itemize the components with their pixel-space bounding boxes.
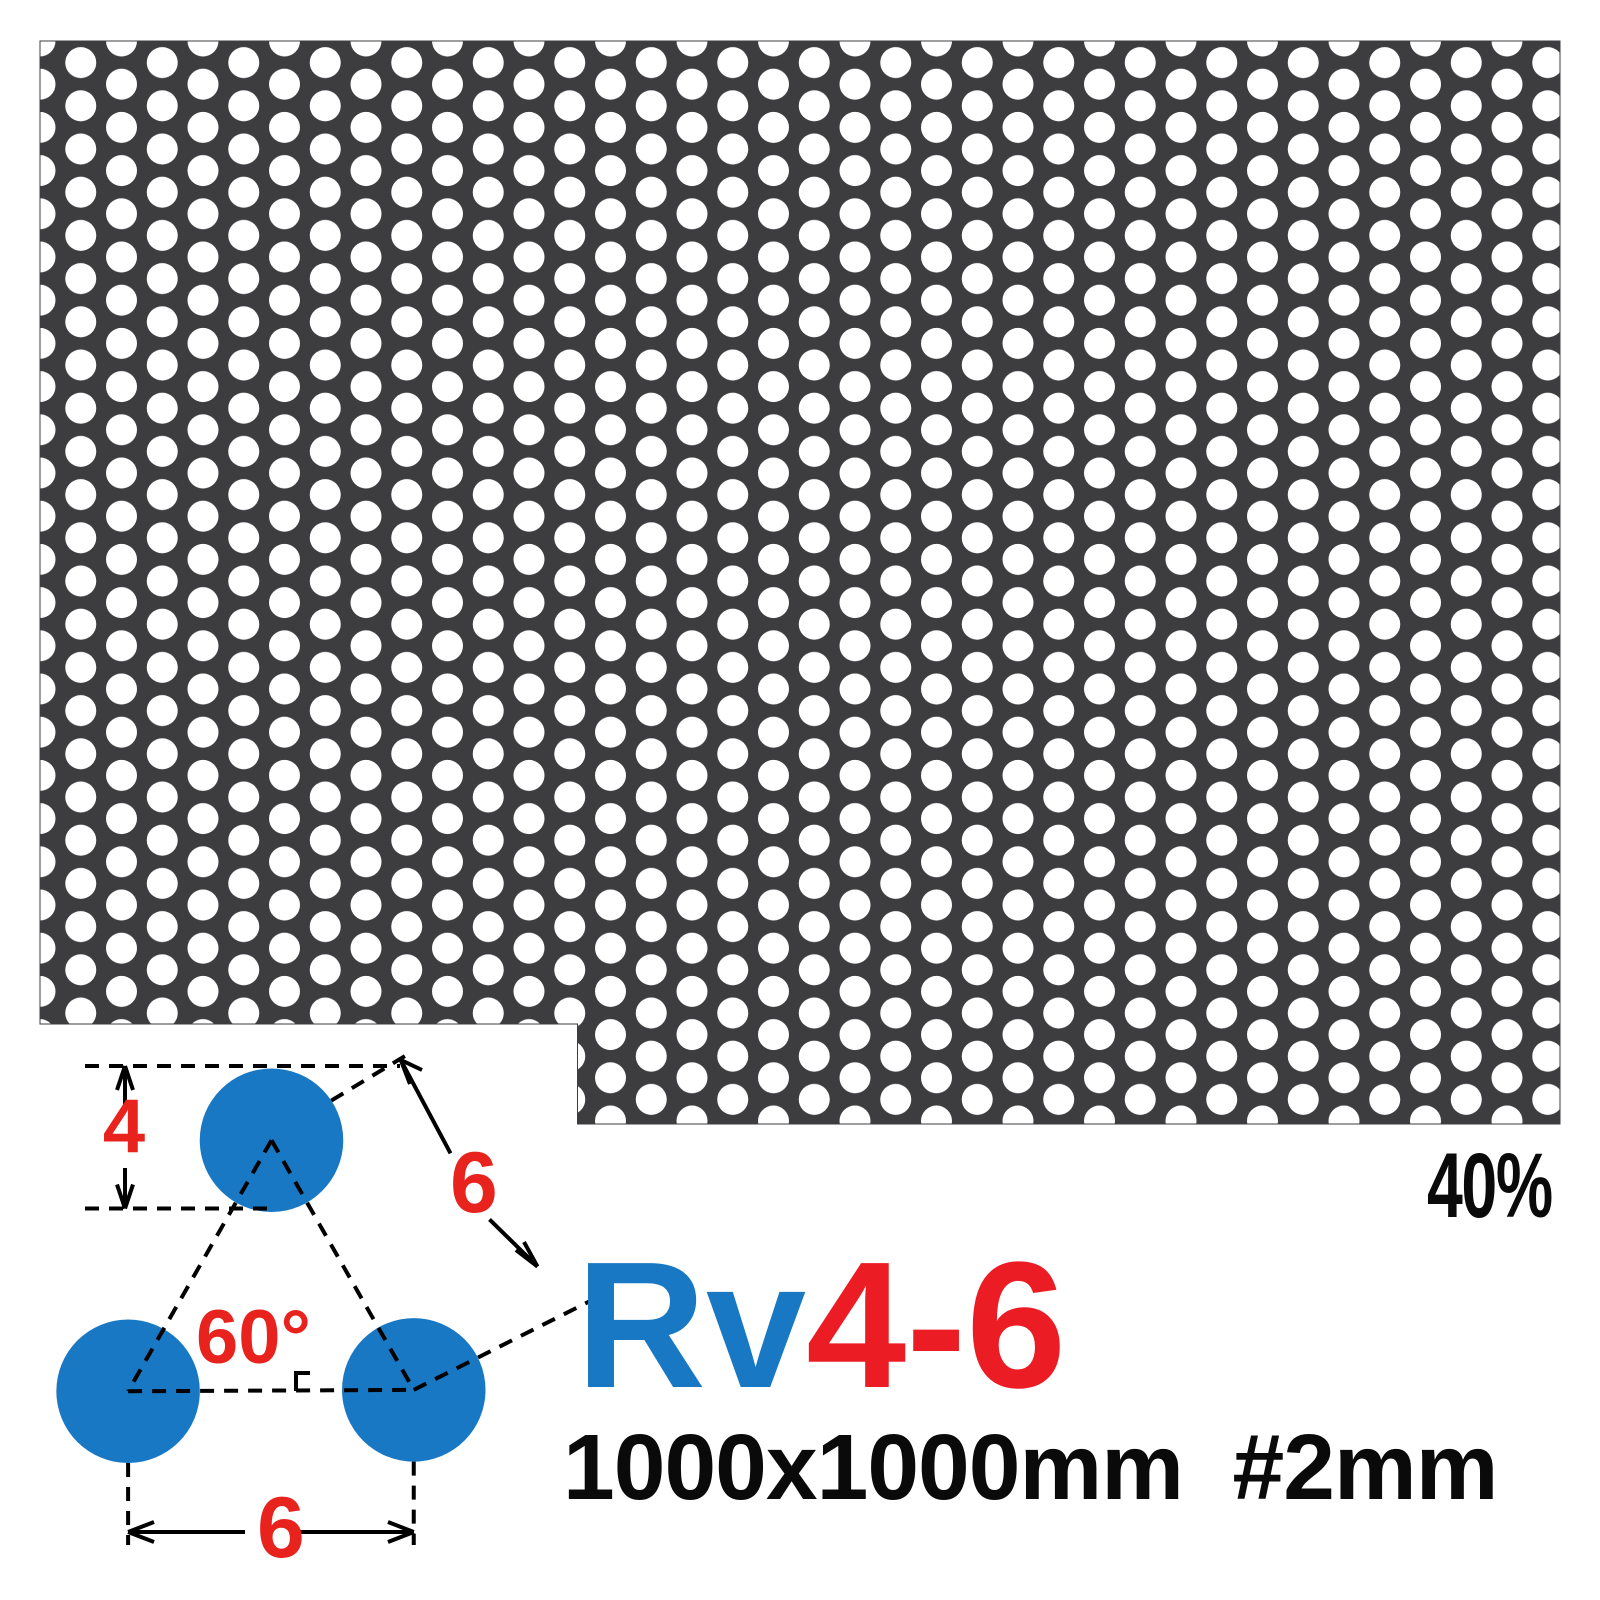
svg-text:6: 6 <box>257 1480 305 1576</box>
svg-text:6: 6 <box>450 1135 498 1231</box>
svg-text:60°: 60° <box>196 1295 311 1380</box>
svg-text:4: 4 <box>103 1084 145 1169</box>
